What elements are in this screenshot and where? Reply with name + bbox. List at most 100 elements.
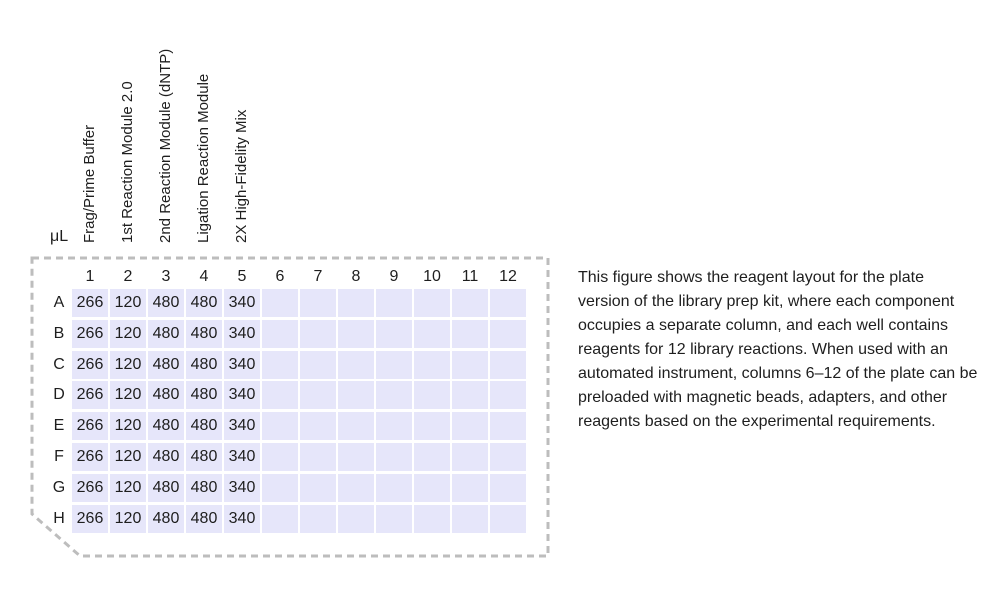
well — [300, 381, 336, 410]
well — [490, 289, 526, 317]
well — [300, 289, 336, 317]
well: 266 — [72, 289, 108, 317]
well: 266 — [72, 504, 108, 533]
well — [262, 504, 298, 533]
well: 480 — [186, 504, 222, 533]
component-label: 2nd Reaction Module (dNTP) — [157, 48, 174, 243]
row-letter: A — [53, 294, 65, 311]
well — [338, 443, 374, 471]
well: 266 — [72, 443, 108, 471]
well — [376, 289, 412, 317]
well — [490, 381, 526, 410]
well — [376, 412, 412, 441]
column-number: 5 — [237, 268, 247, 285]
well — [376, 504, 412, 533]
well — [300, 473, 336, 502]
well: 340 — [224, 289, 260, 317]
well — [376, 381, 412, 410]
component-label: Ligation Reaction Module — [195, 73, 212, 243]
well — [452, 443, 488, 471]
well — [452, 412, 488, 441]
well: 340 — [224, 504, 260, 533]
well: 340 — [224, 350, 260, 379]
well: 266 — [72, 412, 108, 441]
well — [452, 319, 488, 348]
well: 120 — [110, 504, 146, 533]
well — [414, 289, 450, 317]
well: 480 — [148, 319, 184, 348]
component-label: 2X High-Fidelity Mix — [233, 109, 250, 243]
well: 120 — [110, 381, 146, 410]
column-number: 2 — [123, 268, 133, 285]
well: 480 — [186, 289, 222, 317]
well: 340 — [224, 381, 260, 410]
well — [262, 473, 298, 502]
well — [414, 473, 450, 502]
well: 266 — [72, 350, 108, 379]
well: 120 — [110, 319, 146, 348]
row-letter: C — [53, 355, 65, 373]
well: 480 — [148, 289, 184, 317]
well — [262, 443, 298, 471]
component-label: 1st Reaction Module 2.0 — [119, 81, 136, 243]
row-letter: E — [53, 417, 65, 435]
well: 340 — [224, 443, 260, 471]
column-number: 8 — [351, 268, 361, 285]
well: 340 — [224, 319, 260, 348]
well — [300, 350, 336, 379]
well — [414, 412, 450, 441]
well — [300, 412, 336, 441]
well — [262, 381, 298, 410]
column-number: 6 — [275, 268, 285, 285]
well — [300, 319, 336, 348]
well — [376, 350, 412, 379]
well: 340 — [224, 473, 260, 502]
well — [338, 381, 374, 410]
row-letter: H — [53, 509, 65, 527]
well: 480 — [186, 443, 222, 471]
well — [414, 443, 450, 471]
well — [338, 473, 374, 502]
well — [452, 381, 488, 410]
well — [338, 319, 374, 348]
well: 120 — [110, 443, 146, 471]
well — [338, 412, 374, 441]
well: 480 — [186, 350, 222, 379]
column-number: 11 — [461, 268, 479, 285]
well: 480 — [148, 443, 184, 471]
well — [376, 473, 412, 502]
well — [414, 350, 450, 379]
well — [414, 319, 450, 348]
well — [490, 412, 526, 441]
well: 480 — [148, 504, 184, 533]
figure-description: This figure shows the reagent layout for… — [578, 269, 978, 430]
well — [262, 289, 298, 317]
well: 480 — [186, 412, 222, 441]
well — [452, 504, 488, 533]
column-number: 9 — [389, 268, 399, 285]
well — [452, 350, 488, 379]
well — [490, 319, 526, 348]
well — [490, 504, 526, 533]
row-letter: D — [53, 386, 65, 404]
column-number: 3 — [161, 268, 171, 285]
unit-label: μL — [50, 228, 69, 245]
well — [262, 350, 298, 379]
well: 120 — [110, 473, 146, 502]
well — [338, 350, 374, 379]
well — [490, 350, 526, 379]
well: 480 — [148, 350, 184, 379]
well — [262, 412, 298, 441]
well — [490, 473, 526, 502]
well: 266 — [72, 319, 108, 348]
well: 266 — [72, 473, 108, 502]
well — [376, 319, 412, 348]
column-number: 1 — [85, 268, 95, 285]
well — [490, 443, 526, 471]
well: 480 — [186, 473, 222, 502]
row-letter: G — [52, 478, 66, 496]
well: 480 — [186, 319, 222, 348]
well — [262, 319, 298, 348]
well: 120 — [110, 289, 146, 317]
